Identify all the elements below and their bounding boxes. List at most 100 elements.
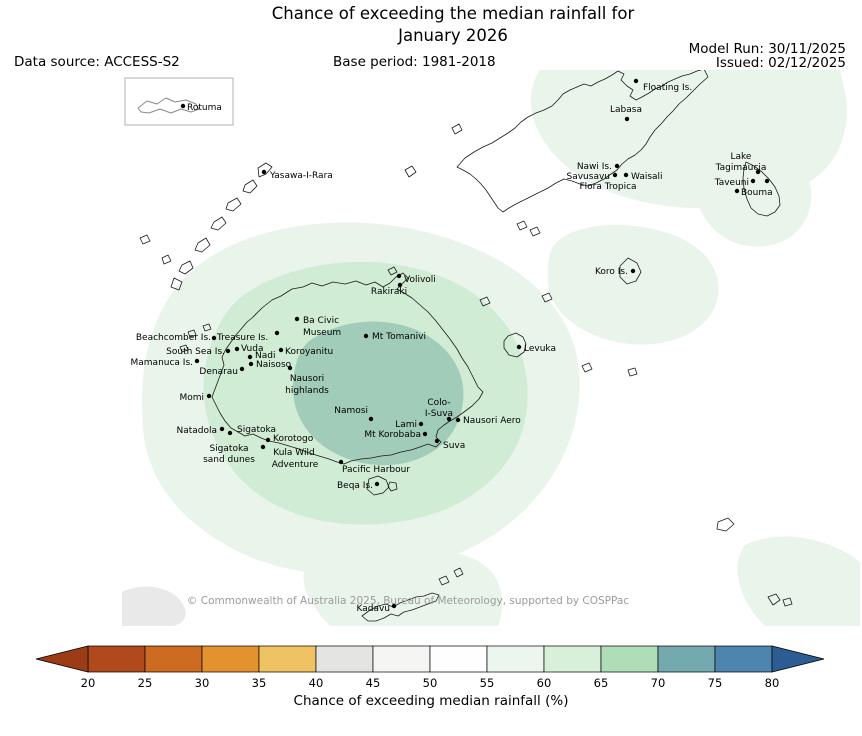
station-dot: [248, 361, 254, 367]
colorbar-tick-label: 40: [309, 676, 324, 690]
shade-region-teal: [292, 321, 464, 466]
station-dot: [287, 365, 293, 371]
place-label: Kula Wild: [273, 448, 314, 458]
model-run-label: Model Run: 30/11/2025: [688, 41, 846, 57]
colorbar-segment: [315, 645, 374, 673]
place-label: Savusavu: [567, 172, 611, 182]
place-label: Sigatoka: [237, 425, 276, 435]
place-label: Kadavu: [356, 604, 390, 614]
colorbar-tick-label: 20: [81, 676, 96, 690]
place-label: Rotuma: [187, 103, 222, 113]
figure-title-line1: Chance of exceeding the median rainfall …: [271, 4, 635, 23]
station-dot: [764, 178, 770, 184]
coastline-layer: [139, 70, 793, 622]
shade-region-pale: [695, 133, 812, 247]
place-label: Lake: [731, 152, 752, 162]
place-label: Koroyanitu: [285, 347, 333, 357]
place-label: Natadola: [176, 426, 217, 436]
place-label: Vuda: [241, 344, 263, 354]
station-dot: [180, 103, 186, 109]
small-islets-coastline: [139, 123, 793, 607]
place-label: Ba Civic: [303, 316, 339, 326]
station-dot: [418, 421, 424, 427]
colorbar-tick-label: 60: [537, 676, 552, 690]
place-label: Naisoso: [256, 360, 292, 370]
issued-label: Issued: 02/12/2025: [715, 55, 846, 71]
taveuni-coastline: [742, 161, 781, 217]
station-dot: [397, 282, 403, 288]
ovalau-coastline: [503, 332, 527, 358]
station-dot: [755, 169, 761, 175]
shade-region-pale: [737, 536, 860, 626]
place-label: Mamanuca Is.: [131, 358, 194, 368]
station-dot: [516, 344, 522, 350]
place-label: Treasure Is.: [216, 333, 268, 343]
place-label: Floating Is.: [643, 83, 692, 93]
colorbar-segment: [258, 645, 317, 673]
station-dot: [265, 437, 271, 443]
colorbar-tick-label: 65: [594, 676, 609, 690]
colorbar-segment: [657, 645, 716, 673]
place-label: Sigatoka: [209, 444, 248, 454]
colorbar-segment: [429, 645, 488, 673]
station-dot: [194, 358, 200, 364]
shade-region-pale: [303, 546, 503, 626]
place-label: Denarau: [199, 367, 238, 377]
data-source-label: Data source: ACCESS-S2: [14, 54, 180, 70]
place-label: Momi: [179, 393, 204, 403]
place-label: Levuka: [524, 344, 556, 354]
colorbar-tick-label: 30: [195, 676, 210, 690]
place-label: Tagimaucia: [715, 163, 767, 173]
station-dot: [219, 426, 225, 432]
place-label: Namosi: [334, 406, 368, 416]
colorbar-tick-label: 35: [252, 676, 267, 690]
station-dot: [630, 268, 636, 274]
colorbar-segment: [201, 645, 260, 673]
station-dot: [614, 163, 620, 169]
station-dot: [374, 481, 380, 487]
station-dot: [612, 172, 618, 178]
colorbar-left-arrow: [35, 645, 89, 673]
place-label: Mt Korobaba: [364, 430, 421, 440]
place-label: Waisali: [631, 172, 663, 182]
place-label: highlands: [285, 386, 329, 396]
place-label: Korotogo: [273, 434, 314, 444]
place-label: sand dunes: [203, 455, 255, 465]
place-label: Nausori: [290, 374, 324, 384]
figure-title-line2: January 2026: [398, 26, 508, 45]
colorbar-segment: [714, 645, 773, 673]
place-label: Lami: [395, 420, 417, 430]
colorbar-tick-label: 75: [708, 676, 723, 690]
station-dot: [633, 78, 639, 84]
station-dot: [368, 416, 374, 422]
station-dot: [391, 603, 397, 609]
shade-region-pale: [547, 224, 719, 345]
colorbar-segment: [543, 645, 602, 673]
place-label: Nawi Is.: [577, 162, 612, 172]
station-dot: [363, 333, 369, 339]
station-dot: [455, 417, 461, 423]
station-dot: [260, 444, 266, 450]
station-dot: [434, 438, 440, 444]
place-label: Yasawa-I-Rara: [269, 171, 333, 181]
place-label: Rakiraki: [371, 287, 407, 297]
place-label: Suva: [443, 441, 465, 451]
colorbar-segment: [144, 645, 203, 673]
station-dots-layer: [180, 78, 770, 609]
station-dot: [211, 335, 217, 341]
place-label: Volivoli: [404, 275, 436, 285]
station-dot: [261, 169, 267, 175]
colorbar-segment: [87, 645, 146, 673]
copyright-notice: © Commonwealth of Australia 2025, Bureau…: [187, 595, 629, 607]
colorbar-tick-label: 50: [423, 676, 438, 690]
rotuma-inset: [124, 77, 234, 126]
rotuma-island-coastline: [137, 97, 200, 114]
station-dot: [750, 178, 756, 184]
station-dot: [396, 273, 402, 279]
place-label: Pacific Harbour: [342, 465, 410, 475]
place-label: Adventure: [272, 460, 319, 470]
station-dot: [624, 116, 630, 122]
colorbar-tick-label: 80: [765, 676, 780, 690]
